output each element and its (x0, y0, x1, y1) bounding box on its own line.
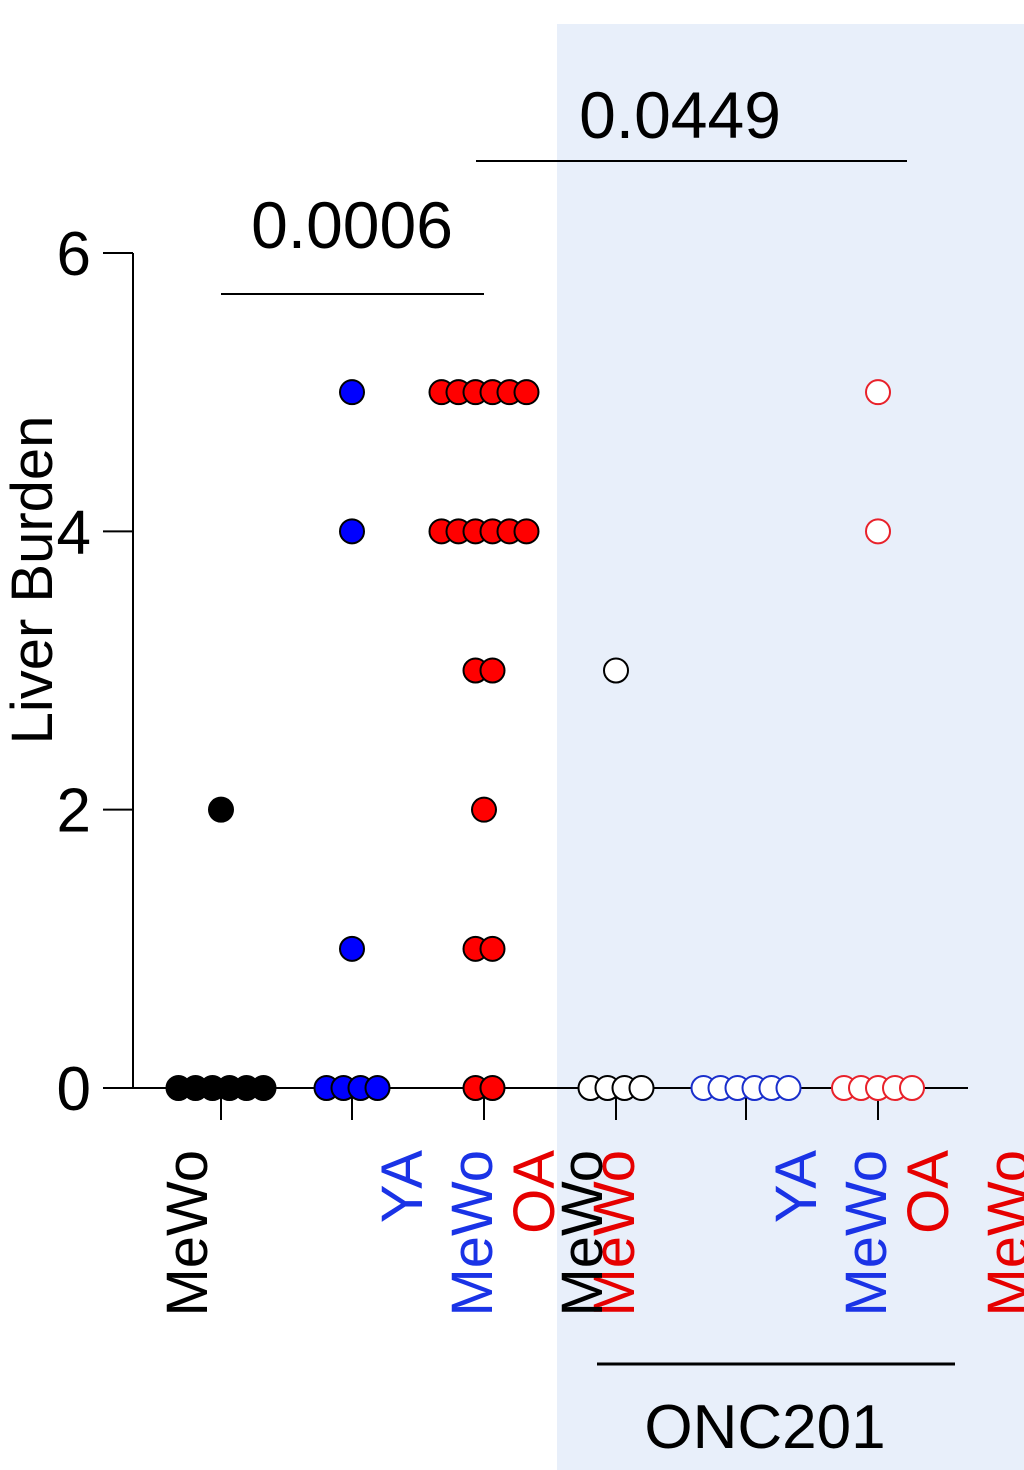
comparison-brackets: 0.0006 0.0449 (221, 78, 907, 295)
data-point-g6-1 (865, 379, 891, 406)
treatment-label: ONC201 (644, 1393, 885, 1462)
data-point-g2-7 (364, 1075, 391, 1101)
data-point-g6-7 (899, 1075, 925, 1101)
data-points (165, 379, 925, 1101)
data-point-g3-14 (479, 657, 506, 684)
data-point-g5-6 (775, 1075, 802, 1101)
group-cell-label-3: MeWo (582, 1150, 647, 1317)
data-point-g1-7 (250, 1075, 277, 1101)
group-prefix-label-3: OA (502, 1150, 567, 1234)
group-cell-label-2: MeWo (440, 1150, 505, 1317)
data-point-g2-1 (339, 379, 365, 406)
y-tick-label-2: 2 (57, 777, 91, 846)
data-point-g3-15 (471, 796, 497, 823)
group-prefix-label-6: OA (896, 1150, 961, 1234)
data-point-g3-12 (513, 518, 540, 545)
p-value-label-1: 0.0006 (251, 188, 453, 262)
data-point-g1-1 (208, 796, 234, 823)
group-prefix-label-5: YA (764, 1150, 829, 1223)
y-tick-label-4: 4 (57, 498, 91, 567)
axes: 0 2 4 6 (57, 220, 968, 1124)
y-tick-label-6: 6 (57, 220, 91, 289)
group-cell-label-1: MeWo (155, 1150, 220, 1317)
group-prefix-label-2: YA (370, 1150, 435, 1223)
data-point-g6-2 (865, 518, 891, 545)
data-point-g3-6 (513, 379, 540, 406)
treatment-annotation: ONC201 (597, 1362, 955, 1462)
data-point-g3-19 (479, 1075, 506, 1101)
group-cell-label-4: MeWo (550, 1150, 615, 1317)
data-point-g2-3 (339, 935, 365, 962)
data-point-g4-5 (628, 1075, 655, 1101)
y-tick-label-0: 0 (57, 1055, 91, 1124)
y-axis-title: Liver Burden (0, 416, 65, 745)
group-cell-label-6: MeWo (976, 1150, 1024, 1317)
group-cell-label-5: MeWo (834, 1150, 899, 1317)
data-point-g2-2 (339, 518, 365, 545)
p-value-label-2: 0.0449 (579, 78, 781, 152)
onc201-background-panel (557, 24, 1024, 1470)
data-point-g4-1 (603, 657, 629, 684)
data-point-g3-17 (479, 935, 506, 962)
